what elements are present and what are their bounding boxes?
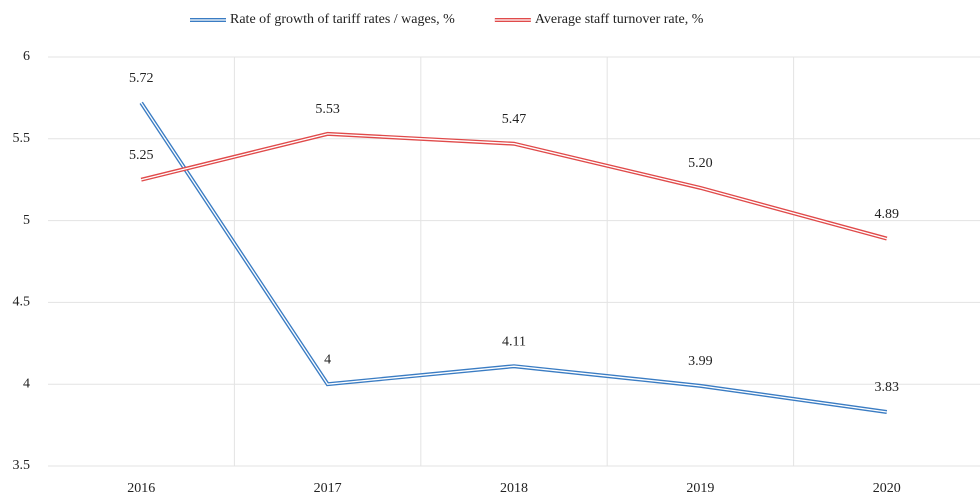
legend-label: Rate of growth of tariff rates / wages, … xyxy=(230,12,455,27)
y-tick-label: 5 xyxy=(23,213,30,228)
line xyxy=(140,131,888,241)
x-tick-label: 2020 xyxy=(873,481,901,496)
data-label: 5.20 xyxy=(688,156,713,171)
data-label: 5.72 xyxy=(129,71,154,86)
x-tick-label: 2017 xyxy=(314,481,342,496)
data-label: 5.47 xyxy=(502,112,527,127)
line-inner xyxy=(140,102,887,413)
data-label: 4 xyxy=(324,352,331,367)
data-label: 3.83 xyxy=(875,380,900,395)
data-label: 5.53 xyxy=(315,102,340,117)
data-label: 4.11 xyxy=(502,334,526,349)
y-tick-label: 4.5 xyxy=(13,295,31,310)
x-tick-label: 2018 xyxy=(500,481,528,496)
y-tick-label: 6 xyxy=(23,49,30,64)
x-tick-label: 2016 xyxy=(127,481,155,496)
legend-label: Average staff turnover rate, % xyxy=(535,12,704,27)
x-tick-label: 2019 xyxy=(686,481,714,496)
data-label: 5.25 xyxy=(129,148,154,163)
line-inner xyxy=(141,133,887,240)
data-label: 4.89 xyxy=(875,207,900,222)
data-label: 3.99 xyxy=(688,354,713,369)
y-tick-label: 3.5 xyxy=(13,458,31,473)
y-tick-label: 4 xyxy=(23,376,30,391)
y-tick-label: 5.5 xyxy=(13,131,31,146)
